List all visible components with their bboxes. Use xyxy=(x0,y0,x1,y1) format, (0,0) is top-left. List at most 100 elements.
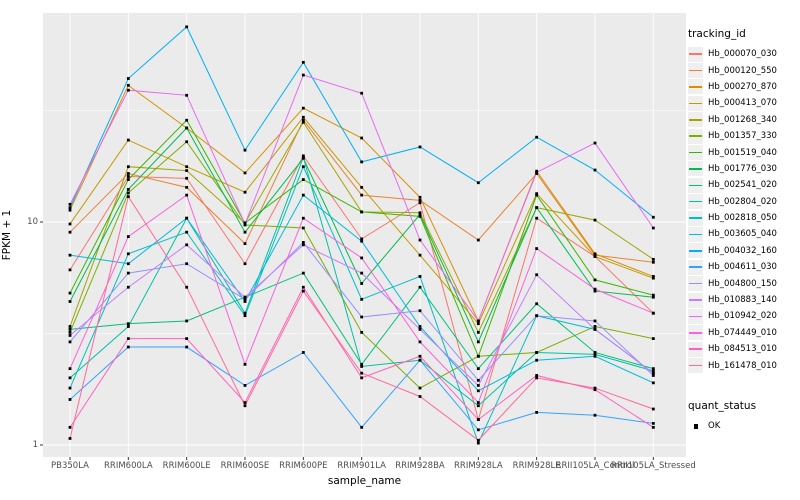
data-point xyxy=(418,275,422,278)
legend-item: Hb_001357_330 xyxy=(688,128,800,144)
data-point xyxy=(360,271,364,275)
data-point xyxy=(418,238,422,242)
data-point xyxy=(243,230,247,234)
legend-item-label: Hb_002541_020 xyxy=(708,180,777,191)
data-point xyxy=(476,438,480,442)
legend-key-line-icon xyxy=(688,177,703,193)
legend-key-line-icon xyxy=(688,358,703,374)
data-point xyxy=(126,252,130,256)
data-point xyxy=(185,165,189,169)
legend-key-line-icon xyxy=(688,46,703,62)
x-tick-label: PB350LA xyxy=(51,461,89,471)
data-point xyxy=(243,362,247,366)
data-point xyxy=(418,214,422,218)
x-tick-label: RRIM928BA xyxy=(395,461,445,471)
data-point xyxy=(476,367,480,371)
data-point xyxy=(593,141,597,145)
data-point xyxy=(68,367,72,371)
data-point xyxy=(651,407,655,411)
data-point xyxy=(593,252,597,256)
data-point xyxy=(185,25,189,29)
data-point xyxy=(243,384,247,387)
data-point xyxy=(535,193,539,197)
data-point xyxy=(593,325,597,328)
data-point xyxy=(593,388,597,392)
legend-key-line-icon xyxy=(688,210,703,226)
legend-item: Hb_003605_040 xyxy=(688,226,800,242)
data-point xyxy=(301,241,305,244)
data-point xyxy=(301,154,305,158)
legend-item-label: Hb_000120_550 xyxy=(708,65,777,76)
data-point xyxy=(593,386,597,390)
legend-item: Hb_004611_030 xyxy=(688,259,800,275)
legend-item: Hb_002541_020 xyxy=(688,177,800,193)
legend-key-line-icon xyxy=(688,112,703,128)
data-point xyxy=(651,421,655,425)
legend-key-line-icon xyxy=(688,194,703,210)
data-point xyxy=(301,73,305,77)
data-point xyxy=(360,237,364,241)
y-axis-title: FPKM + 1 xyxy=(1,209,13,261)
data-point xyxy=(185,126,189,130)
data-point xyxy=(301,271,305,275)
legend-item-label: Hb_001268_340 xyxy=(708,114,777,125)
data-point xyxy=(185,345,189,349)
data-point xyxy=(301,60,305,64)
data-point xyxy=(593,287,597,291)
data-point xyxy=(360,239,364,243)
legend-item-label: Hb_002804_020 xyxy=(708,196,777,207)
data-point xyxy=(651,371,655,375)
legend-item: Hb_000070_030 xyxy=(688,46,800,62)
data-point xyxy=(535,192,539,196)
legend-key-line-icon xyxy=(688,308,703,324)
data-point xyxy=(185,118,189,122)
legend-item: Hb_002804_020 xyxy=(688,194,800,210)
data-point xyxy=(185,185,189,189)
data-point xyxy=(68,386,72,390)
x-tick-label: RRIM600PE xyxy=(279,461,328,471)
legend-item-label: Hb_000070_030 xyxy=(708,49,777,60)
data-point xyxy=(126,195,130,198)
legend-item: Hb_010942_020 xyxy=(688,308,800,324)
data-point xyxy=(360,185,364,189)
data-point xyxy=(301,115,305,119)
data-point xyxy=(651,369,655,373)
data-point xyxy=(476,428,480,432)
x-tick-label: RRIM600SE xyxy=(220,461,270,471)
data-point xyxy=(185,262,189,266)
data-point xyxy=(360,371,364,375)
data-point xyxy=(185,230,189,234)
data-point xyxy=(360,256,364,260)
data-point xyxy=(185,193,189,197)
data-point xyxy=(126,188,130,191)
legend-item-label: Hb_010883_140 xyxy=(708,295,777,306)
data-point xyxy=(651,215,655,219)
legend-key-line-icon xyxy=(688,292,703,308)
data-point xyxy=(418,145,422,149)
data-point xyxy=(243,401,247,404)
data-point xyxy=(301,165,305,169)
legend-item: Hb_004032_160 xyxy=(688,243,800,259)
legend-item-quant: OK xyxy=(688,418,800,434)
data-point xyxy=(68,222,72,226)
data-point xyxy=(126,345,130,349)
data-point xyxy=(185,93,189,97)
data-point xyxy=(593,278,597,282)
data-point xyxy=(360,193,364,197)
data-point xyxy=(243,404,247,408)
legend-item: Hb_002818_050 xyxy=(688,210,800,226)
data-point xyxy=(68,330,72,334)
data-point xyxy=(126,165,130,169)
data-point xyxy=(360,362,364,366)
x-tick-label: RRII105LA_Stressed xyxy=(610,461,696,471)
data-point xyxy=(185,169,189,173)
data-point xyxy=(243,311,247,315)
data-point xyxy=(185,285,189,289)
data-point xyxy=(476,441,480,445)
legend-item-label: Hb_001776_030 xyxy=(708,163,777,174)
data-point xyxy=(418,354,422,358)
data-point xyxy=(418,325,422,328)
data-point xyxy=(476,319,480,323)
legend-item: Hb_010883_140 xyxy=(688,292,800,308)
